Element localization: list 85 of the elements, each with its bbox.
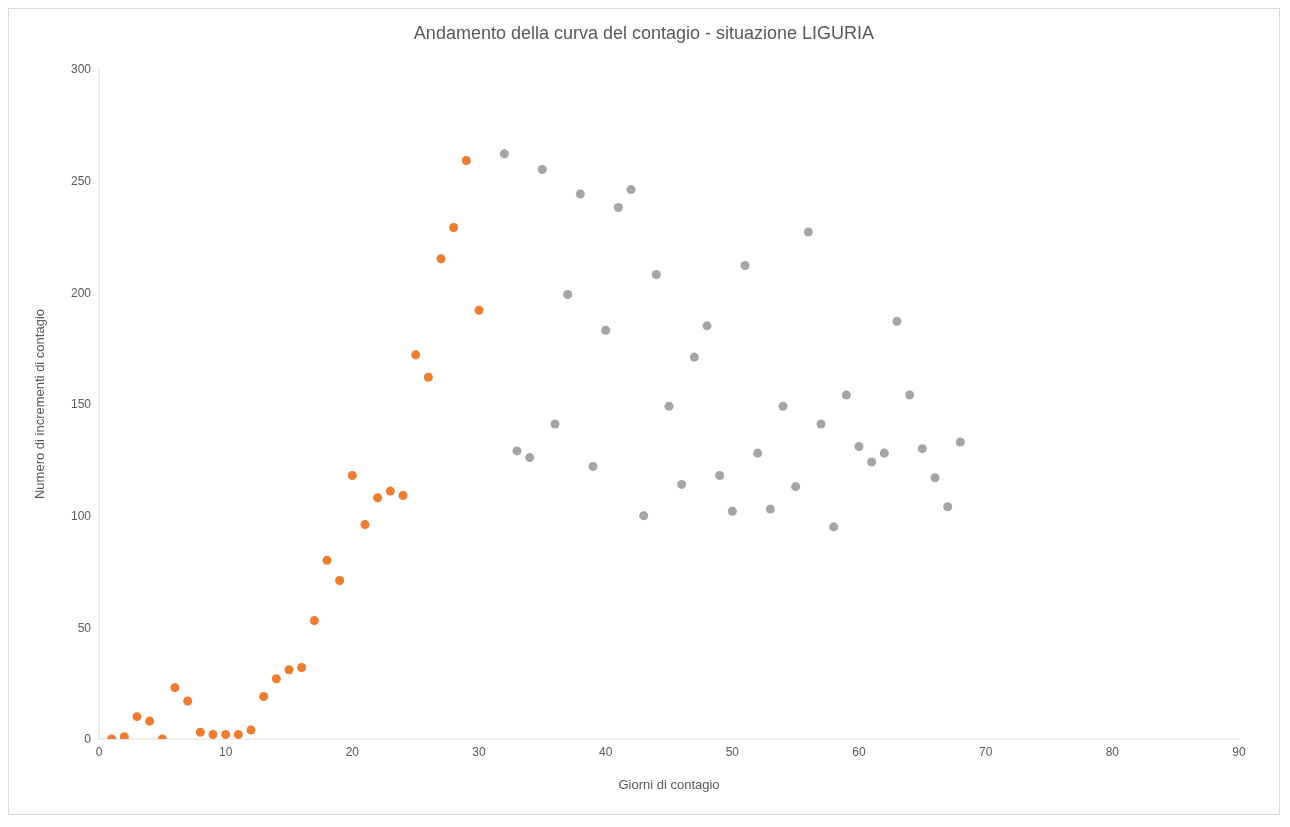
point (816, 419, 826, 429)
point (474, 305, 484, 315)
x-tick-label: 30 (472, 744, 486, 759)
x-tick-label: 90 (1232, 744, 1246, 759)
x-tick-label: 70 (978, 744, 993, 759)
point (183, 696, 193, 706)
y-tick-label: 250 (70, 173, 92, 188)
point (626, 185, 636, 195)
point (512, 446, 522, 456)
y-tick-label: 50 (77, 620, 92, 635)
point (639, 511, 649, 521)
point (601, 325, 611, 335)
point (715, 470, 725, 480)
x-tick-label: 40 (598, 744, 613, 759)
x-tick-label: 50 (725, 744, 740, 759)
x-tick-label: 20 (345, 744, 360, 759)
point (550, 419, 560, 429)
point (233, 730, 243, 739)
x-tick-label: 60 (852, 744, 866, 759)
point (309, 616, 319, 626)
point (664, 401, 674, 411)
y-tick-label: 150 (70, 397, 92, 412)
x-tick-label: 10 (218, 744, 233, 759)
point (651, 269, 661, 279)
point (449, 223, 459, 233)
point (727, 506, 737, 516)
chart-title: Andamento della curva del contagio - situazione LIGURIA (412, 22, 876, 45)
point (335, 575, 345, 585)
point (588, 462, 598, 472)
point (829, 522, 839, 532)
point (525, 453, 535, 463)
y-tick-label: 100 (70, 508, 92, 523)
point (436, 254, 446, 264)
point (917, 444, 927, 454)
point (385, 486, 395, 496)
x-tick-label: 0 (95, 744, 103, 759)
point (803, 227, 813, 237)
point (259, 692, 269, 702)
point (145, 716, 155, 726)
y-tick-label: 300 (70, 62, 92, 77)
point (208, 730, 218, 739)
point (132, 712, 142, 722)
point (791, 482, 801, 492)
point (246, 725, 256, 735)
point (423, 372, 433, 382)
point (765, 504, 775, 514)
point (854, 441, 864, 451)
point (271, 674, 281, 684)
point (499, 149, 509, 159)
point (537, 164, 547, 175)
point (689, 352, 699, 362)
point (297, 663, 307, 673)
point (613, 202, 623, 212)
point (347, 470, 357, 480)
y-tick-label: 200 (70, 285, 92, 300)
point (221, 730, 231, 739)
point (867, 457, 877, 467)
point (195, 727, 205, 737)
point (943, 502, 953, 512)
x-tick-label: 80 (1105, 744, 1120, 759)
point (461, 156, 471, 166)
point (905, 390, 915, 400)
y-tick-label: 0 (84, 732, 92, 747)
point (119, 732, 129, 739)
point (955, 437, 965, 447)
point (930, 473, 940, 483)
point (322, 555, 332, 565)
point (677, 479, 687, 489)
point (170, 683, 180, 693)
point (360, 520, 370, 530)
point (702, 321, 712, 331)
point (575, 189, 585, 199)
point (398, 491, 408, 501)
point (879, 448, 889, 458)
y-axis-title: Numero di incrementi di contagio (31, 308, 47, 500)
x-axis-title: Giorni di contagio (618, 777, 720, 792)
point (740, 261, 750, 271)
point (373, 493, 383, 503)
point (841, 390, 851, 400)
point (892, 316, 902, 326)
point (284, 665, 294, 675)
point (563, 290, 573, 300)
point (411, 350, 421, 360)
point (778, 401, 788, 411)
point (753, 448, 763, 458)
